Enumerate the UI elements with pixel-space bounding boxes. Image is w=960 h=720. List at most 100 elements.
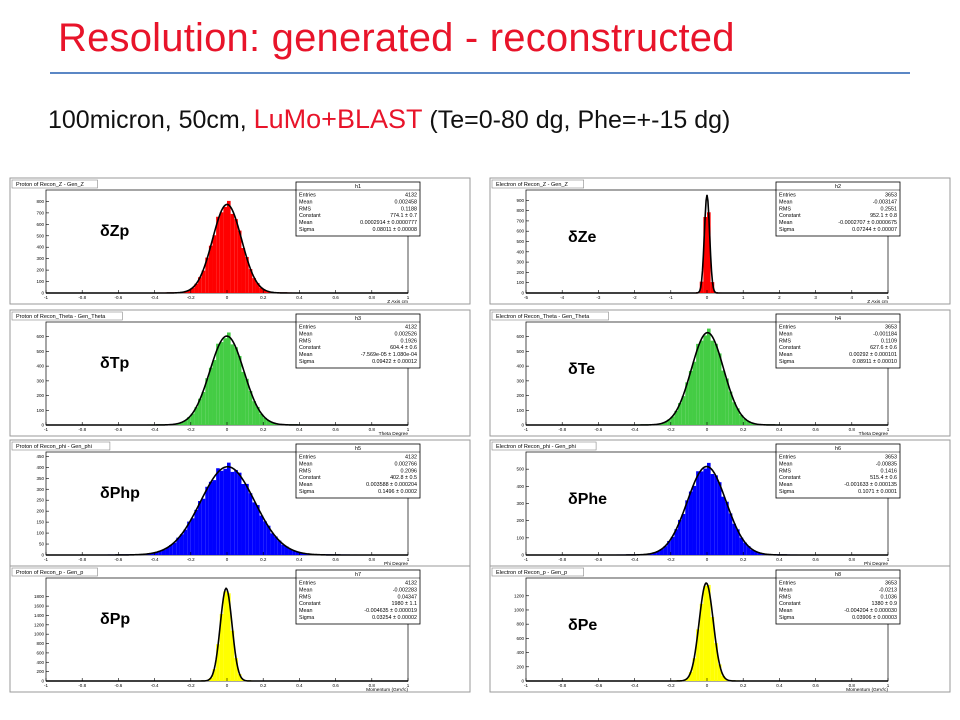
histogram-bar (717, 664, 722, 681)
stats-value: 0.1926 (401, 338, 418, 344)
y-tick-label: 800 (516, 208, 524, 213)
histogram-bar (198, 398, 202, 425)
stats-value: 402.8 ± 0.5 (390, 475, 417, 481)
subtitle-highlight: LuMo+BLAST (253, 104, 423, 134)
x-tick-label: 0 (226, 295, 229, 300)
histogram-panel-h8: Electron of Recon_p - Gen_p -1 -0.8 -0.6 -0.… (489, 565, 951, 693)
histogram-bar (248, 493, 253, 555)
y-tick-label: 400 (516, 364, 524, 369)
histogram-panel-h2: Electron of Recon_Z - Gen_Z -5 -4 -3 -2 -1 0 1 2… (489, 177, 951, 305)
x-tick-label: 0.2 (260, 295, 267, 300)
histogram-bar (728, 513, 733, 555)
y-tick-label: 0 (521, 423, 524, 428)
histogram-bar (266, 420, 271, 425)
y-tick-label: 600 (516, 334, 524, 339)
histogram-bar (263, 290, 267, 293)
x-tick-label: 1 (742, 295, 745, 300)
histogram-bar (252, 278, 256, 293)
histogram-bar (205, 378, 209, 425)
stats-key: Mean (299, 352, 313, 358)
histogram-bar (161, 549, 166, 555)
histogram-bar (241, 484, 246, 555)
x-tick-label: -1 (524, 683, 528, 688)
x-tick-label: -0.6 (115, 295, 123, 300)
x-tick-label: -4 (560, 295, 564, 300)
y-tick-label: 200 (516, 270, 524, 275)
stats-value: 3653 (885, 455, 897, 461)
stats-value: 0.1036 (881, 594, 898, 600)
histogram-bar (277, 540, 282, 555)
stats-hist-name: h3 (355, 316, 361, 322)
stats-value: -0.00835 (876, 461, 897, 467)
x-tick-label: -0.8 (558, 557, 566, 562)
x-tick-label: -0.8 (78, 683, 86, 688)
y-tick-label: 0 (521, 679, 524, 684)
panel-delta-label: δPhp (100, 485, 140, 502)
y-tick-label: 350 (36, 476, 44, 481)
x-tick-label: 1 (407, 427, 410, 432)
histogram-bar (230, 630, 235, 681)
histogram-bar (692, 485, 697, 555)
histogram-bar (281, 544, 285, 555)
histogram-bar (710, 282, 715, 293)
y-tick-label: 900 (516, 198, 524, 203)
histogram-bar (717, 482, 722, 555)
stats-key: Entries (299, 455, 316, 461)
histogram-bar (750, 423, 755, 425)
stats-key: Constant (299, 601, 321, 607)
x-tick-label: 0.4 (296, 427, 303, 432)
histogram-bar (710, 340, 715, 425)
y-tick-label: 300 (516, 260, 524, 265)
y-tick-label: 200 (516, 393, 524, 398)
x-axis-title: Momentum (GeV/c) (846, 687, 888, 693)
histogram-bar (187, 417, 191, 425)
x-tick-label: -0.6 (115, 557, 123, 562)
x-tick-label: -3 (596, 295, 600, 300)
histogram-bar (227, 200, 231, 293)
stats-value: 0.002526 (395, 331, 417, 337)
stats-key: Mean (779, 199, 793, 205)
histogram-bar (179, 534, 184, 555)
histogram-bar (255, 406, 260, 425)
histogram-bar (707, 584, 711, 681)
histogram-bar (212, 669, 217, 681)
stats-value: -0.001184 (873, 331, 897, 337)
stats-hist-name: h6 (835, 446, 841, 452)
x-tick-label: -0.4 (631, 683, 639, 688)
histogram-bar (216, 216, 220, 293)
histogram-bar (263, 417, 267, 425)
histogram-bar (227, 593, 231, 681)
x-tick-label: 0.6 (812, 427, 819, 432)
y-tick-label: 100 (516, 535, 524, 540)
histogram-bar (725, 378, 729, 425)
x-tick-label: 0.8 (369, 557, 376, 562)
stats-key: Mean (299, 587, 313, 593)
x-tick-label: 0.2 (260, 683, 267, 688)
y-tick-label: 450 (36, 454, 44, 459)
histogram-bar (230, 344, 235, 425)
x-tick-label: -1 (524, 557, 528, 562)
histogram-bar (656, 550, 660, 555)
x-tick-label: 0.4 (296, 295, 303, 300)
y-tick-label: 400 (36, 245, 44, 250)
x-tick-label: 0.8 (849, 683, 856, 688)
histogram-bar (234, 219, 238, 293)
stats-value: 1380 ± 0.9 (872, 601, 897, 607)
histogram-bar (158, 550, 162, 555)
histogram-bar (728, 391, 733, 425)
stats-value: -0.003147 (873, 199, 897, 205)
y-tick-label: 400 (36, 465, 44, 470)
stats-value: 0.03254 ± 0.00002 (372, 615, 417, 621)
panel-header: Proton of Recon_phi - Gen_phi (16, 444, 92, 450)
y-tick-label: 600 (516, 229, 524, 234)
stats-value: -7.569e-05 ± 1.080e-04 (361, 352, 417, 358)
histogram-bar (670, 536, 675, 555)
histogram-bar (154, 552, 159, 555)
histogram-bar (216, 343, 220, 425)
stats-key: Mean (299, 220, 313, 226)
y-tick-label: 300 (36, 256, 44, 261)
histogram-bar (696, 471, 700, 555)
histogram-panel-h6: Electron of Recon_phi - Gen_phi -1 -0.8 -0.… (489, 439, 951, 567)
subtitle-prefix: 100micron, 50cm, (48, 106, 254, 134)
stats-key: Mean (779, 608, 793, 614)
